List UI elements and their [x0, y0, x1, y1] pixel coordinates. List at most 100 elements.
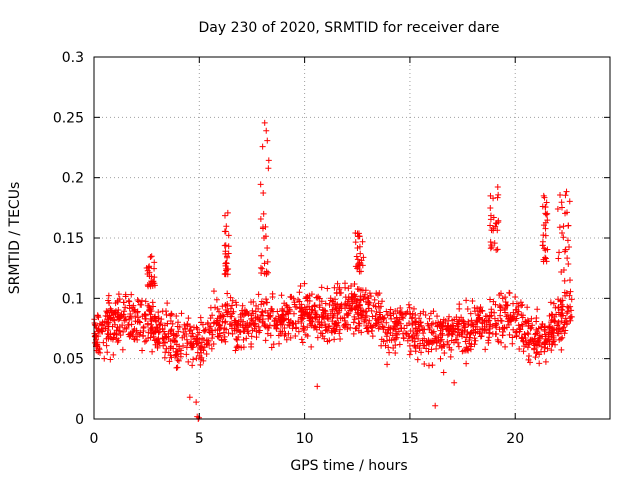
- data-point: [121, 308, 128, 315]
- data-point: [355, 286, 362, 293]
- data-point: [568, 296, 575, 303]
- data-point: [541, 326, 548, 333]
- data-point: [220, 329, 227, 336]
- data-point: [125, 297, 132, 304]
- data-point: [225, 232, 232, 239]
- data-point: [138, 297, 145, 304]
- data-point: [180, 342, 187, 349]
- data-point: [264, 137, 271, 144]
- data-point: [492, 320, 499, 327]
- data-point: [547, 299, 554, 306]
- data-point: [259, 309, 266, 316]
- data-point: [559, 303, 566, 310]
- data-point: [146, 273, 153, 280]
- x-tick-label: 10: [296, 431, 314, 447]
- data-point: [116, 296, 123, 303]
- data-point: [346, 302, 353, 309]
- data-point: [417, 319, 424, 326]
- data-point: [541, 341, 548, 348]
- data-point: [540, 222, 547, 229]
- data-point: [544, 217, 551, 224]
- data-point: [263, 268, 270, 275]
- data-point: [460, 320, 467, 327]
- data-point: [528, 324, 535, 331]
- y-tick-label: 0.25: [53, 110, 84, 126]
- data-point: [274, 308, 281, 315]
- data-point: [149, 278, 156, 285]
- data-point: [425, 340, 432, 347]
- data-point: [273, 319, 280, 326]
- data-point: [153, 318, 160, 325]
- data-point: [557, 335, 564, 342]
- data-point: [287, 334, 294, 341]
- data-point: [270, 341, 277, 348]
- data-point: [430, 320, 437, 327]
- data-point: [145, 264, 152, 271]
- data-point: [361, 294, 368, 301]
- data-point: [144, 281, 151, 288]
- data-point: [558, 204, 565, 211]
- data-point: [257, 216, 264, 223]
- data-point: [477, 333, 484, 340]
- data-point: [187, 326, 194, 333]
- data-point: [396, 341, 403, 348]
- data-point: [490, 298, 497, 305]
- data-point: [316, 295, 323, 302]
- data-point: [418, 349, 425, 356]
- data-point: [168, 326, 175, 333]
- data-point: [265, 325, 272, 332]
- data-point: [351, 316, 358, 323]
- data-point: [360, 308, 367, 315]
- data-point: [506, 331, 513, 338]
- data-point: [259, 265, 266, 272]
- data-point: [492, 301, 499, 308]
- data-point: [104, 309, 111, 316]
- data-point: [91, 321, 98, 328]
- data-point: [358, 329, 365, 336]
- data-point: [562, 292, 569, 299]
- data-point: [222, 318, 229, 325]
- data-point: [365, 320, 372, 327]
- data-point: [467, 310, 474, 317]
- data-point: [333, 320, 340, 327]
- data-point: [264, 299, 271, 306]
- data-point: [378, 342, 385, 349]
- data-point: [264, 269, 271, 276]
- data-point: [386, 349, 393, 356]
- data-point: [298, 312, 305, 319]
- data-point: [318, 319, 325, 326]
- data-point: [355, 305, 362, 312]
- data-point: [155, 309, 162, 316]
- data-point: [236, 328, 243, 335]
- data-point: [426, 315, 433, 322]
- data-point: [103, 342, 110, 349]
- data-point: [319, 333, 326, 340]
- data-point: [364, 295, 371, 302]
- data-point: [567, 288, 574, 295]
- data-point: [283, 336, 290, 343]
- data-point: [497, 290, 504, 297]
- data-point: [336, 330, 343, 337]
- data-point: [494, 246, 501, 253]
- data-point: [501, 305, 508, 312]
- data-point: [115, 316, 122, 323]
- data-point: [477, 326, 484, 333]
- data-point: [224, 209, 231, 216]
- data-point: [388, 315, 395, 322]
- data-point: [353, 324, 360, 331]
- data-point: [331, 336, 338, 343]
- data-point: [122, 304, 129, 311]
- data-point: [344, 298, 351, 305]
- data-point: [260, 300, 267, 307]
- data-point: [552, 317, 559, 324]
- data-point: [289, 325, 296, 332]
- y-tick-label: 0.3: [62, 50, 84, 66]
- data-point: [421, 360, 428, 367]
- data-point: [131, 306, 138, 313]
- data-point: [563, 209, 570, 216]
- data-point: [565, 304, 572, 311]
- data-point: [300, 323, 307, 330]
- data-point: [261, 234, 268, 241]
- data-point: [149, 348, 156, 355]
- data-point: [239, 322, 246, 329]
